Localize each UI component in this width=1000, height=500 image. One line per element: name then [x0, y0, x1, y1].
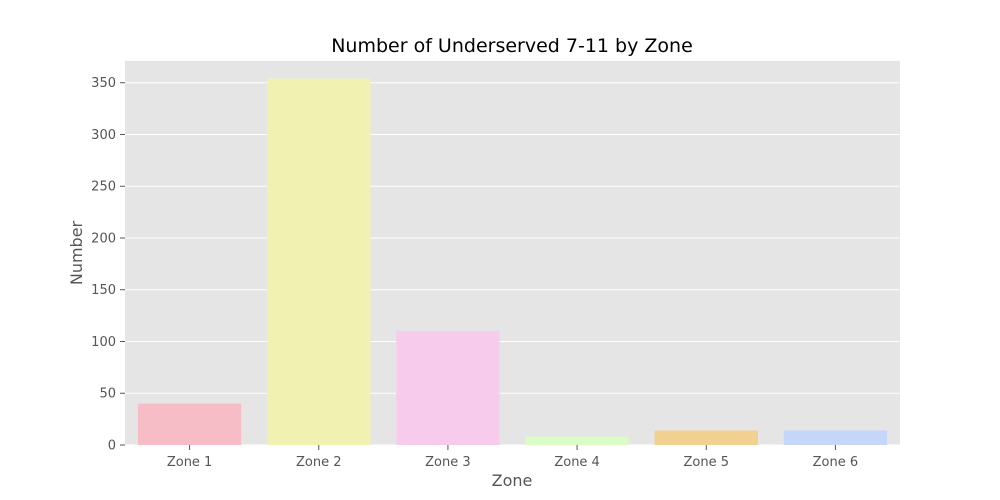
grid-lines — [125, 82, 900, 446]
y-tick-label: 200 — [91, 231, 116, 246]
y-tick-label: 0 — [108, 439, 116, 454]
x-axis-label: Zone — [492, 471, 533, 490]
y-tick-label: 300 — [91, 128, 116, 143]
chart-title: Number of Underserved 7-11 by Zone — [331, 35, 693, 57]
bar-zone-4 — [525, 436, 629, 445]
x-tick-label: Zone 6 — [813, 455, 859, 470]
x-tick-label: Zone 1 — [167, 455, 213, 470]
bar-zone-6 — [783, 430, 888, 445]
y-tick-label: 100 — [91, 335, 116, 350]
bar-zone-1 — [137, 403, 242, 445]
x-tick-label: Zone 3 — [425, 455, 471, 470]
y-axis-label: Number — [67, 220, 86, 285]
y-tick-label: 50 — [99, 387, 116, 402]
y-tick-label: 250 — [91, 180, 116, 195]
y-tick-label: 150 — [91, 283, 116, 298]
plot-area — [125, 61, 900, 445]
bar-zone-2 — [267, 78, 371, 445]
x-tick-label: Zone 2 — [296, 455, 342, 470]
x-tick-label: Zone 4 — [554, 455, 600, 470]
y-axis-ticks: 0 50 100 150 200 250 300 350 — [91, 76, 125, 454]
x-tick-label: Zone 5 — [684, 455, 730, 470]
y-tick-label: 350 — [91, 76, 116, 91]
bar-zone-5 — [654, 430, 758, 445]
bars — [137, 78, 888, 445]
bar-zone-3 — [396, 331, 500, 445]
x-axis-ticks: Zone 1 Zone 2 Zone 3 Zone 4 Zone 5 Zone 6 — [167, 445, 858, 470]
